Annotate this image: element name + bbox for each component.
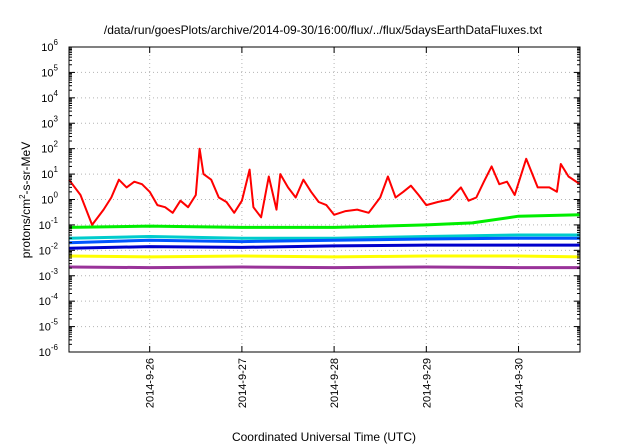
y-tick-label: 101 <box>41 165 58 181</box>
y-axis: 10-6 10-5 10-4 10-3 10-2 10-1 100 101 102 103 104 1… <box>39 38 580 359</box>
x-axis: 2014-9-26 2014-9-27 2014-9-28 2014-9-29 2014… <box>145 47 526 408</box>
series-line <box>68 254 581 259</box>
x-tick-label: 2014-9-27 <box>237 358 249 408</box>
y-tick-label: 10-1 <box>39 216 59 232</box>
y-tick-label: 10-6 <box>39 343 59 359</box>
x-axis-label: Coordinated Universal Time (UTC) <box>232 430 416 444</box>
x-tick-label: 2014-9-26 <box>145 358 157 408</box>
y-tick-label: 10-2 <box>39 241 59 257</box>
chart-title: /data/run/goesPlots/archive/2014-09-30/1… <box>104 23 543 37</box>
y-tick-label: 105 <box>41 63 58 79</box>
y-axis-label-prefix: protons/cm <box>19 199 33 258</box>
y-tick-label: 104 <box>41 89 58 105</box>
grid-lines <box>69 47 580 352</box>
y-tick-label: 103 <box>41 114 58 130</box>
series-line <box>68 213 581 229</box>
x-tick-label: 2014-9-29 <box>421 358 433 408</box>
y-tick-label: 106 <box>41 38 58 54</box>
series-line <box>68 233 580 240</box>
series-line <box>68 147 581 226</box>
y-tick-label: 102 <box>41 140 58 156</box>
x-tick-label: 2014-9-28 <box>329 358 341 408</box>
series-line <box>68 243 580 250</box>
y-tick-label: 10-3 <box>39 267 59 283</box>
y-tick-label: 10-4 <box>39 292 59 308</box>
y-axis-label-suffix: -s-sr-MeV <box>19 142 33 195</box>
series-line <box>68 265 580 270</box>
series-layer <box>68 147 581 270</box>
x-tick-label: 2014-9-30 <box>514 358 526 408</box>
y-tick-label: 10-5 <box>39 318 59 334</box>
y-axis-label-sup: 2 <box>18 194 27 199</box>
y-tick-label: 100 <box>41 191 58 207</box>
y-axis-label: protons/cm2-s-sr-MeV <box>18 142 33 258</box>
series-line <box>68 236 580 245</box>
